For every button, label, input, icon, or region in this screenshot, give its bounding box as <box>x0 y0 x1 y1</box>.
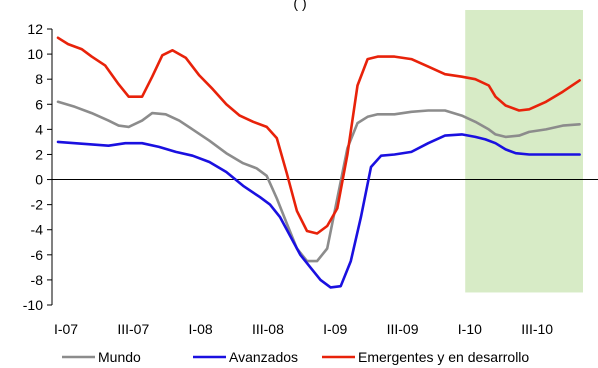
x-tick-label: III-08 <box>252 321 284 337</box>
y-tick-label: -2 <box>31 197 44 213</box>
x-tick-label: III-07 <box>117 321 149 337</box>
y-tick-label: -10 <box>23 297 43 313</box>
y-tick-label: 0 <box>35 172 43 188</box>
legend: Mundo Avanzados Emergentes y en desarrollo <box>62 349 529 365</box>
x-tick-label: III-09 <box>387 321 419 337</box>
y-tick-label: 4 <box>35 121 43 137</box>
y-tick-label: 2 <box>35 146 43 162</box>
y-tick-label: -8 <box>31 272 44 288</box>
x-tick-label: I-10 <box>458 321 482 337</box>
x-axis: I-07 III-07 I-08 III-08 I-09 III-09 I-10 III-10 <box>52 179 598 337</box>
series-line-2 <box>56 133 581 289</box>
series-line-1 <box>56 100 581 263</box>
y-axis: -10 -8 -6 -4 -2 0 2 4 6 8 10 12 <box>23 21 53 313</box>
series-line-3 <box>56 36 581 235</box>
legend-label: Avanzados <box>229 349 298 365</box>
x-tick-label: I-07 <box>54 321 78 337</box>
y-tick-label: -4 <box>31 222 44 238</box>
chart-title: ( ) <box>293 0 306 11</box>
legend-label: Emergentes y en desarrollo <box>358 349 529 365</box>
x-tick-label: III-10 <box>521 321 553 337</box>
series-layer <box>56 36 581 289</box>
y-tick-label: 8 <box>35 71 43 87</box>
x-tick-label: I-09 <box>323 321 347 337</box>
y-tick-label: -6 <box>31 247 44 263</box>
y-tick-label: 6 <box>35 96 43 112</box>
y-tick-label: 12 <box>27 21 43 37</box>
x-tick-label: I-08 <box>189 321 213 337</box>
y-tick-label: 10 <box>27 46 43 62</box>
projection-shaded-area <box>465 10 583 293</box>
legend-label: Mundo <box>98 349 141 365</box>
